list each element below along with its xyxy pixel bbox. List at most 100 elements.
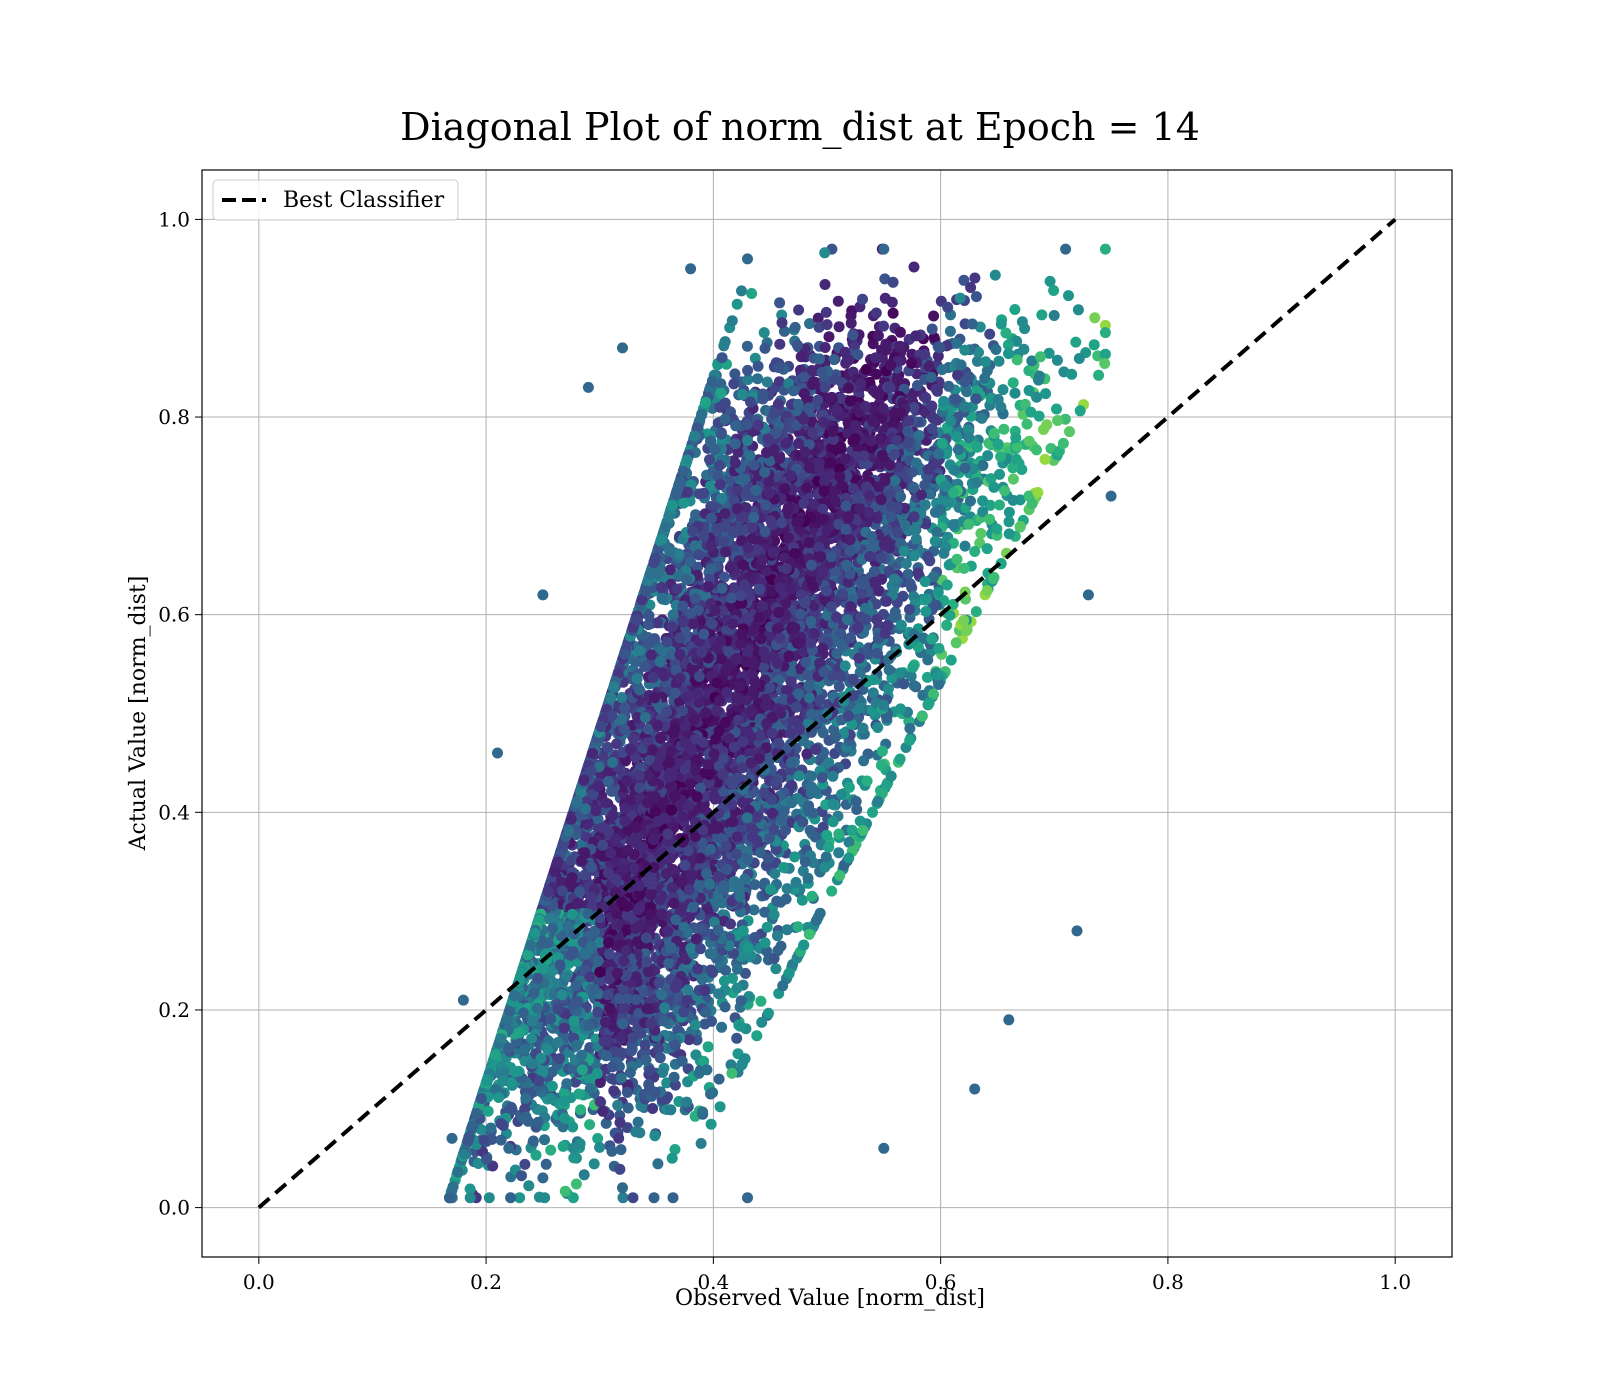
scatter-point bbox=[823, 331, 835, 343]
scatter-point bbox=[652, 617, 663, 629]
scatter-point bbox=[975, 528, 987, 539]
scatter-point bbox=[1074, 405, 1086, 417]
scatter-point bbox=[557, 1140, 569, 1152]
scatter-point bbox=[661, 1077, 673, 1089]
scatter-point bbox=[1072, 304, 1084, 316]
scatter-point bbox=[755, 995, 767, 1007]
scatter-point bbox=[1099, 243, 1111, 255]
scatter-point bbox=[702, 1041, 714, 1053]
scatter-point bbox=[906, 348, 918, 360]
scatter-point bbox=[994, 499, 1005, 511]
scatter-point bbox=[592, 1133, 604, 1144]
scatter-point bbox=[482, 1105, 494, 1117]
scatter-point bbox=[845, 317, 857, 329]
scatter-point bbox=[969, 272, 981, 284]
scatter-point bbox=[617, 1192, 629, 1204]
scatter-point bbox=[876, 412, 888, 424]
scatter-point bbox=[1014, 521, 1026, 533]
scatter-point bbox=[648, 1192, 660, 1204]
scatter-point bbox=[567, 1121, 579, 1133]
scatter-point bbox=[719, 521, 731, 533]
scatter-point bbox=[742, 374, 754, 385]
scatter-point bbox=[971, 355, 983, 367]
scatter-point bbox=[545, 1013, 557, 1025]
scatter-point bbox=[912, 567, 924, 579]
scatter-point bbox=[752, 373, 764, 385]
scatter-point bbox=[832, 295, 844, 307]
scatter-point bbox=[773, 376, 785, 388]
scatter-point bbox=[1040, 388, 1052, 400]
scatter-point bbox=[1063, 290, 1074, 302]
scatter-point bbox=[887, 307, 899, 319]
scatter-point bbox=[1003, 516, 1015, 528]
scatter-point bbox=[1048, 310, 1060, 321]
scatter-point bbox=[759, 342, 771, 354]
scatter-point bbox=[1051, 403, 1062, 415]
scatter-point bbox=[921, 671, 933, 683]
scatter-point bbox=[963, 518, 975, 530]
scatter-point bbox=[819, 247, 831, 259]
scatter-point bbox=[652, 1158, 664, 1170]
scatter-point bbox=[995, 451, 1007, 463]
scatter-point bbox=[622, 1102, 634, 1114]
scatter-point bbox=[872, 722, 884, 733]
scatter-point bbox=[761, 376, 773, 388]
scatter-point bbox=[903, 415, 915, 427]
scatter-point bbox=[961, 386, 973, 398]
scatter-point bbox=[1007, 494, 1019, 506]
scatter-point bbox=[695, 1138, 707, 1149]
scatter-point bbox=[769, 868, 781, 880]
scatter-point bbox=[559, 1095, 571, 1107]
scatter-point bbox=[731, 963, 743, 975]
scatter-point bbox=[970, 291, 982, 303]
scatter-point bbox=[928, 571, 940, 583]
scatter-point bbox=[667, 609, 679, 621]
scatter-point bbox=[977, 495, 989, 507]
scatter-point bbox=[904, 578, 916, 590]
scatter-point bbox=[942, 301, 954, 313]
scatter-point bbox=[539, 1134, 550, 1146]
scatter-point bbox=[588, 1158, 600, 1170]
scatter-point bbox=[1093, 369, 1105, 381]
scatter-point bbox=[691, 1034, 703, 1046]
scatter-point bbox=[758, 327, 770, 339]
scatter-point bbox=[746, 533, 758, 545]
scatter-point bbox=[804, 318, 815, 330]
scatter-point bbox=[718, 975, 730, 987]
chart-title: Diagonal Plot of norm_dist at Epoch = 14 bbox=[400, 105, 1200, 150]
scatter-point bbox=[634, 1127, 646, 1139]
scatter-point bbox=[1021, 418, 1033, 430]
scatter-point bbox=[600, 1117, 612, 1129]
scatter-point bbox=[900, 558, 912, 570]
scatter-point bbox=[1011, 354, 1023, 366]
scatter-point bbox=[748, 904, 760, 916]
scatter-point bbox=[647, 1103, 659, 1114]
scatter-point bbox=[1070, 336, 1082, 348]
scatter-point bbox=[614, 1163, 626, 1175]
scatter-point bbox=[612, 1099, 624, 1111]
scatter-point bbox=[850, 796, 862, 807]
scatter-point bbox=[1089, 312, 1101, 324]
scatter-point bbox=[1043, 347, 1055, 359]
scatter-point bbox=[902, 568, 914, 580]
scatter-point bbox=[770, 963, 782, 975]
scatter-point bbox=[908, 261, 920, 273]
scatter-point bbox=[714, 1101, 726, 1113]
scatter-point bbox=[667, 1192, 679, 1204]
scatter-point bbox=[812, 312, 824, 324]
scatter-point bbox=[729, 368, 741, 380]
scatter-point bbox=[965, 495, 976, 507]
scatter-point bbox=[1011, 335, 1023, 347]
scatter-point bbox=[851, 804, 863, 815]
scatter-point bbox=[990, 344, 1002, 355]
scatter-point bbox=[519, 1158, 531, 1170]
scatter-point bbox=[941, 619, 953, 631]
scatter-point bbox=[523, 1180, 535, 1192]
scatter-points bbox=[444, 243, 1117, 1204]
scatter-point bbox=[751, 1030, 763, 1042]
scatter-point bbox=[970, 606, 982, 618]
scatter-point bbox=[870, 598, 882, 610]
scatter-point bbox=[545, 1144, 557, 1156]
scatter-point bbox=[615, 1144, 627, 1156]
